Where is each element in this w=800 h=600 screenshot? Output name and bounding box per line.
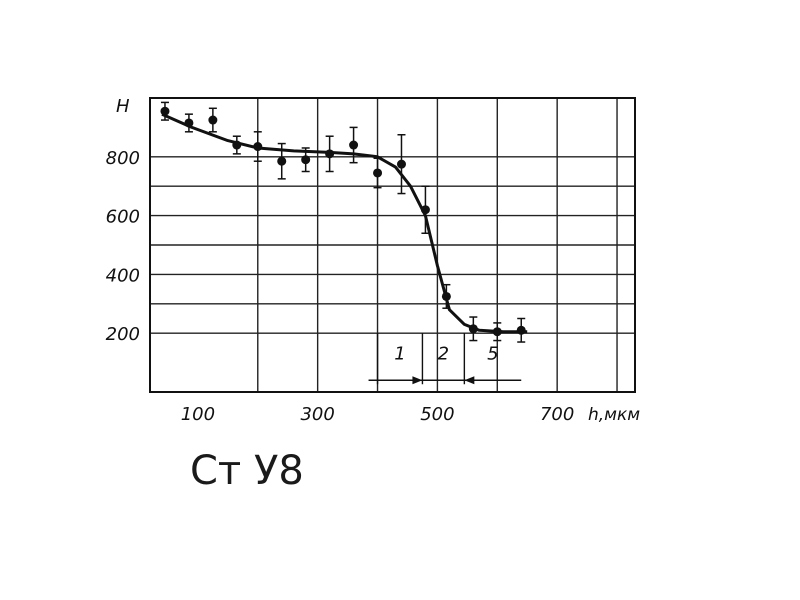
zone-label: 2 [438, 344, 449, 365]
data-point [468, 324, 478, 334]
data-point [208, 115, 218, 125]
data-point [184, 118, 194, 128]
grid-lines [150, 98, 635, 392]
data-point [325, 149, 335, 159]
data-point [277, 156, 287, 166]
zone-arrowhead [464, 376, 475, 385]
data-point [492, 327, 502, 337]
x-tick-labels: 100 300 500 700 [181, 404, 575, 425]
data-point [349, 140, 359, 150]
data-point [232, 140, 242, 150]
data-points [160, 101, 526, 343]
x-tick-label: 500 [420, 404, 454, 425]
zone-label: 5 [487, 344, 498, 365]
data-point [253, 142, 263, 152]
y-tick-labels: 200 400 600 800 [106, 148, 140, 345]
zone-markers: 1 2 5 [368, 333, 522, 385]
data-point [301, 155, 311, 165]
y-tick-label: 400 [106, 265, 140, 286]
data-point [160, 106, 170, 116]
zone-arrowhead [412, 376, 423, 385]
data-point [373, 168, 383, 178]
x-tick-label: 700 [540, 404, 574, 425]
x-tick-label: 100 [181, 404, 215, 425]
data-point [420, 205, 430, 215]
y-axis-label: H [116, 96, 130, 117]
y-tick-label: 200 [106, 324, 140, 345]
x-tick-label: 300 [300, 404, 334, 425]
data-point [516, 325, 526, 335]
data-point [396, 159, 406, 169]
caption: Ст У8 [190, 448, 304, 494]
data-point [441, 291, 451, 301]
trend-curve-group [161, 112, 528, 334]
zone-label: 1 [394, 344, 405, 365]
y-tick-label: 800 [106, 148, 140, 169]
trend-curve [161, 112, 528, 334]
x-axis-label: h,мкм [588, 405, 640, 425]
y-tick-label: 600 [106, 207, 140, 228]
plot-frame [149, 97, 636, 393]
